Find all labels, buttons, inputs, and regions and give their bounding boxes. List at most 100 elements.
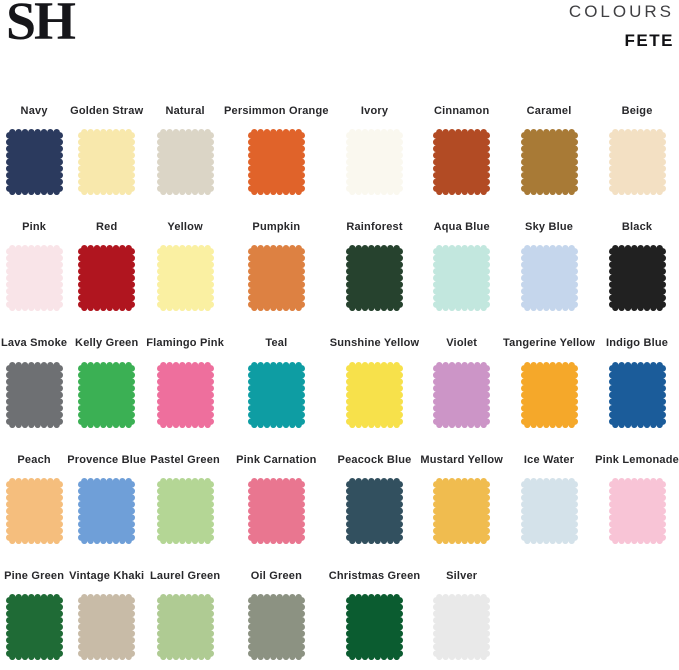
fabric-swatch bbox=[520, 245, 578, 312]
fabric-swatch bbox=[433, 129, 491, 196]
swatch-label: Golden Straw bbox=[70, 105, 144, 117]
swatch-label: Provence Blue bbox=[67, 453, 147, 466]
swatch-label: Kelly Green bbox=[75, 337, 139, 350]
fabric-swatch bbox=[5, 477, 63, 544]
swatch-cell: Peach bbox=[1, 454, 67, 544]
swatch-label: Red bbox=[96, 221, 118, 234]
swatch-cell: Aqua Blue bbox=[420, 221, 503, 312]
swatch-cell: Pink Carnation bbox=[224, 454, 329, 544]
swatch-label: Laurel Green bbox=[149, 569, 221, 582]
swatch-label: Black bbox=[621, 221, 653, 234]
swatch-cell: Mustard Yellow bbox=[420, 454, 503, 544]
fabric-swatch bbox=[346, 361, 404, 428]
fabric-swatch bbox=[433, 245, 491, 312]
swatch-cell: Black bbox=[595, 221, 679, 312]
swatch-label: Christmas Green bbox=[328, 569, 421, 582]
swatch-cell: Pink Lemonade bbox=[595, 454, 679, 544]
collection-label: COLOURS bbox=[568, 2, 674, 21]
swatch-label: Flamingo Pink bbox=[146, 337, 225, 350]
swatch-label: Sky Blue bbox=[525, 221, 574, 234]
swatch-cell: Persimmon Orange bbox=[224, 105, 329, 196]
fabric-swatch bbox=[346, 477, 404, 544]
fabric-swatch bbox=[346, 593, 404, 660]
swatch-label: Pine Green bbox=[4, 569, 65, 582]
swatch-label: Ivory bbox=[360, 105, 389, 117]
fabric-swatch bbox=[78, 361, 136, 428]
fabric-swatch bbox=[156, 361, 214, 428]
fabric-swatch bbox=[433, 361, 491, 428]
swatch-label: Pink Lemonade bbox=[595, 453, 679, 466]
swatch-cell: Christmas Green bbox=[329, 570, 421, 660]
fabric-swatch bbox=[433, 477, 491, 544]
swatch-cell: Navy bbox=[1, 105, 67, 196]
swatch-cell: Provence Blue bbox=[67, 454, 146, 544]
swatch-cell: Ice Water bbox=[503, 454, 595, 544]
swatch-label: Vintage Khaki bbox=[69, 569, 145, 582]
fabric-swatch bbox=[608, 361, 666, 428]
swatch-label: Lava Smoke bbox=[1, 337, 68, 350]
fabric-swatch bbox=[78, 593, 136, 660]
swatch-label: Cinnamon bbox=[434, 105, 490, 117]
fabric-swatch bbox=[78, 245, 136, 312]
swatch-cell: Kelly Green bbox=[67, 337, 146, 428]
swatch-cell: Violet bbox=[420, 337, 503, 428]
swatch-label: Pink Carnation bbox=[236, 453, 317, 466]
swatch-cell: Red bbox=[67, 221, 146, 312]
swatch-cell: Pink bbox=[1, 221, 67, 312]
swatch-label: Pumpkin bbox=[252, 221, 301, 234]
swatch-cell: Laurel Green bbox=[146, 570, 224, 660]
swatch-label: Yellow bbox=[167, 221, 203, 234]
swatch-label: Natural bbox=[165, 105, 205, 117]
fabric-swatch bbox=[5, 245, 63, 312]
swatch-label: Persimmon Orange bbox=[224, 105, 329, 117]
swatch-label: Navy bbox=[20, 105, 48, 117]
swatch-cell: Oil Green bbox=[224, 570, 329, 660]
swatch-grid: Navy Golden Straw Natural Persimmon Orange I… bbox=[0, 105, 679, 660]
swatch-cell: Sky Blue bbox=[503, 221, 595, 312]
fabric-swatch bbox=[346, 129, 404, 196]
swatch-cell: Silver bbox=[420, 570, 503, 660]
page-header: SH COLOURS FETE bbox=[0, 0, 679, 58]
swatch-label: Mustard Yellow bbox=[420, 453, 504, 466]
swatch-cell: Beige bbox=[595, 105, 679, 196]
swatch-label: Aqua Blue bbox=[433, 221, 490, 234]
fabric-swatch bbox=[433, 593, 491, 660]
fabric-swatch bbox=[247, 593, 305, 660]
fabric-swatch bbox=[156, 477, 214, 544]
swatch-cell: Yellow bbox=[146, 221, 224, 312]
swatch-cell: Peacock Blue bbox=[329, 454, 421, 544]
fabric-swatch bbox=[520, 361, 578, 428]
swatch-cell: Lava Smoke bbox=[1, 337, 68, 428]
fabric-swatch bbox=[156, 593, 214, 660]
fabric-swatch bbox=[346, 245, 404, 312]
swatch-cell: Indigo Blue bbox=[595, 337, 679, 428]
swatch-label: Pastel Green bbox=[150, 453, 220, 466]
swatch-label: Pink bbox=[22, 221, 47, 234]
swatch-cell: Caramel bbox=[503, 105, 595, 196]
swatch-label: Ice Water bbox=[523, 453, 575, 466]
swatch-label: Oil Green bbox=[250, 569, 303, 582]
swatch-label: Beige bbox=[621, 105, 653, 117]
swatch-cell: Pumpkin bbox=[224, 221, 329, 312]
swatch-cell: Golden Straw bbox=[67, 105, 146, 196]
swatch-cell: Pastel Green bbox=[146, 454, 224, 544]
fabric-swatch bbox=[5, 361, 63, 428]
header-right: COLOURS FETE bbox=[569, 2, 674, 50]
fabric-swatch bbox=[78, 129, 136, 196]
swatch-cell: Flamingo Pink bbox=[146, 337, 225, 428]
fabric-swatch bbox=[608, 245, 666, 312]
swatch-label: Tangerine Yellow bbox=[503, 337, 596, 350]
swatch-cell: Tangerine Yellow bbox=[503, 337, 596, 428]
fabric-swatch bbox=[520, 477, 578, 544]
swatch-cell: Ivory bbox=[329, 105, 421, 196]
swatch-cell: Vintage Khaki bbox=[67, 570, 146, 660]
swatch-cell: Cinnamon bbox=[420, 105, 503, 196]
swatch-label: Caramel bbox=[526, 105, 572, 117]
swatch-label: Indigo Blue bbox=[606, 337, 669, 350]
swatch-label: Sunshine Yellow bbox=[329, 337, 420, 350]
fabric-swatch bbox=[5, 594, 63, 660]
swatch-label: Violet bbox=[446, 337, 478, 350]
collection-name: FETE bbox=[624, 30, 674, 50]
brand-logo: SH bbox=[6, 0, 76, 51]
